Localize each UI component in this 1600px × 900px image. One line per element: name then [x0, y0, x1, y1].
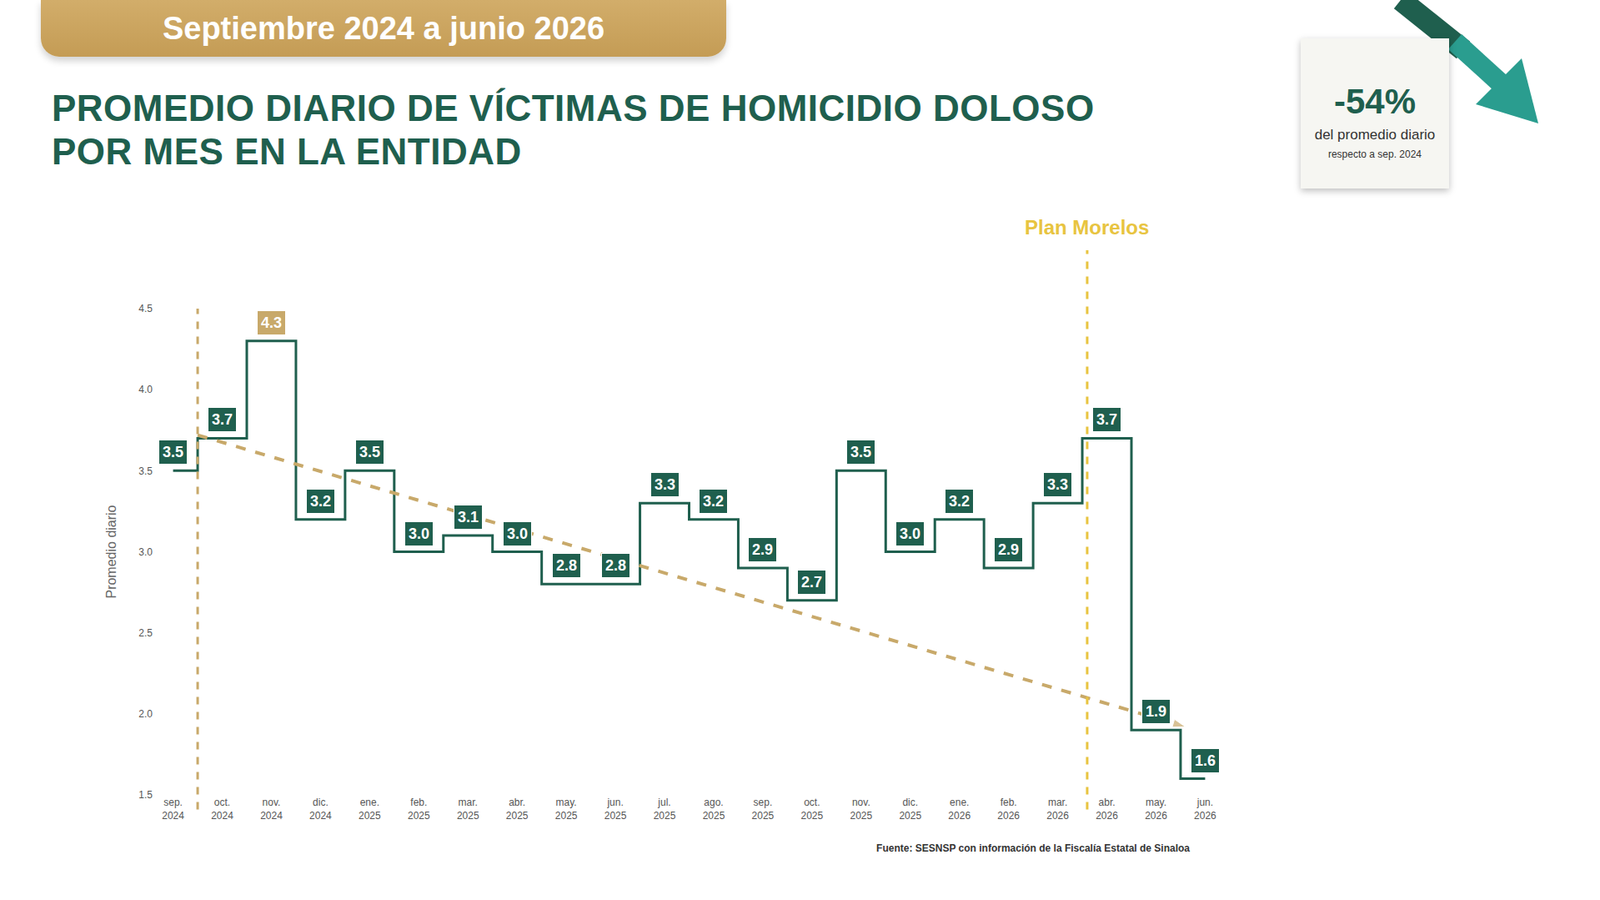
- svg-text:1.6: 1.6: [1194, 752, 1216, 769]
- svg-text:dic.2025: dic.2025: [898, 796, 922, 822]
- svg-text:3.0: 3.0: [138, 546, 153, 558]
- svg-text:4.0: 4.0: [138, 383, 153, 396]
- html-text:del promedio diario: del promedio diario: [1314, 126, 1436, 143]
- svg-text:abr.2025: abr.2025: [506, 796, 529, 822]
- html-text:-54%: -54%: [1334, 81, 1416, 121]
- svg-text:3.5: 3.5: [138, 465, 153, 477]
- svg-text:sep.2024: sep.2024: [161, 796, 185, 822]
- svg-text:feb.2025: feb.2025: [407, 796, 431, 822]
- html-text:Fuente: SESNSP con información: Fuente: SESNSP con información de la Fis…: [876, 842, 1190, 854]
- svg-text:mar.2026: mar.2026: [1046, 796, 1069, 822]
- svg-text:3.5: 3.5: [850, 443, 872, 461]
- svg-text:1.9: 1.9: [1145, 702, 1167, 720]
- svg-text:ene.2025: ene.2025: [358, 796, 382, 822]
- svg-text:3.2: 3.2: [310, 492, 332, 510]
- svg-text:jun.2025: jun.2025: [604, 796, 627, 822]
- svg-text:abr.2026: abr.2026: [1095, 796, 1119, 822]
- svg-text:4.3: 4.3: [260, 314, 282, 332]
- svg-text:3.5: 3.5: [359, 443, 381, 461]
- svg-text:nov.2024: nov.2024: [260, 796, 283, 822]
- svg-text:sep.2025: sep.2025: [752, 796, 775, 822]
- html-text:Septiembre 2024 a junio 2026: Septiembre 2024 a junio 2026: [162, 10, 605, 46]
- svg-text:3.0: 3.0: [408, 525, 430, 542]
- svg-text:may.2025: may.2025: [555, 796, 578, 822]
- html-text:respecto a sep. 2024: respecto a sep. 2024: [1328, 148, 1422, 161]
- svg-text:3.2: 3.2: [702, 492, 724, 510]
- svg-text:feb.2026: feb.2026: [997, 796, 1020, 822]
- svg-text:2.0: 2.0: [138, 707, 153, 720]
- svg-text:Promedio diario: Promedio diario: [104, 504, 119, 598]
- svg-text:ene.2026: ene.2026: [947, 796, 971, 822]
- html-text:PROMEDIO DIARIO DE VÍCTIMAS DE: PROMEDIO DIARIO DE VÍCTIMAS DE HOMICIDIO…: [51, 87, 1095, 172]
- svg-text:2.7: 2.7: [801, 573, 823, 591]
- svg-text:Plan Morelos: Plan Morelos: [1024, 215, 1149, 239]
- svg-text:3.7: 3.7: [1096, 411, 1118, 428]
- svg-text:oct.2025: oct.2025: [801, 796, 824, 822]
- svg-text:3.2: 3.2: [948, 492, 970, 510]
- svg-text:3.1: 3.1: [457, 508, 479, 526]
- svg-text:jul.2025: jul.2025: [653, 796, 677, 822]
- svg-text:oct.2024: oct.2024: [210, 796, 234, 822]
- svg-text:3.5: 3.5: [162, 443, 184, 461]
- svg-text:2.9: 2.9: [752, 541, 773, 558]
- svg-text:dic.2024: dic.2024: [309, 796, 332, 822]
- svg-text:3.3: 3.3: [1047, 476, 1069, 493]
- svg-text:3.3: 3.3: [654, 476, 676, 493]
- svg-text:2.9: 2.9: [998, 541, 1019, 558]
- svg-text:3.7: 3.7: [211, 411, 233, 428]
- svg-text:2.8: 2.8: [605, 556, 627, 574]
- svg-text:1.5: 1.5: [138, 788, 153, 801]
- svg-text:2.5: 2.5: [138, 626, 153, 639]
- svg-text:ago.2025: ago.2025: [702, 796, 726, 822]
- svg-text:3.0: 3.0: [506, 525, 528, 542]
- svg-text:mar.2025: mar.2025: [456, 796, 480, 822]
- svg-text:may.2026: may.2026: [1144, 796, 1168, 822]
- svg-text:3.0: 3.0: [899, 525, 921, 542]
- svg-text:nov.2025: nov.2025: [849, 796, 873, 822]
- svg-text:jun.2026: jun.2026: [1193, 796, 1217, 822]
- svg-text:4.5: 4.5: [138, 302, 153, 315]
- svg-text:2.8: 2.8: [556, 556, 577, 574]
